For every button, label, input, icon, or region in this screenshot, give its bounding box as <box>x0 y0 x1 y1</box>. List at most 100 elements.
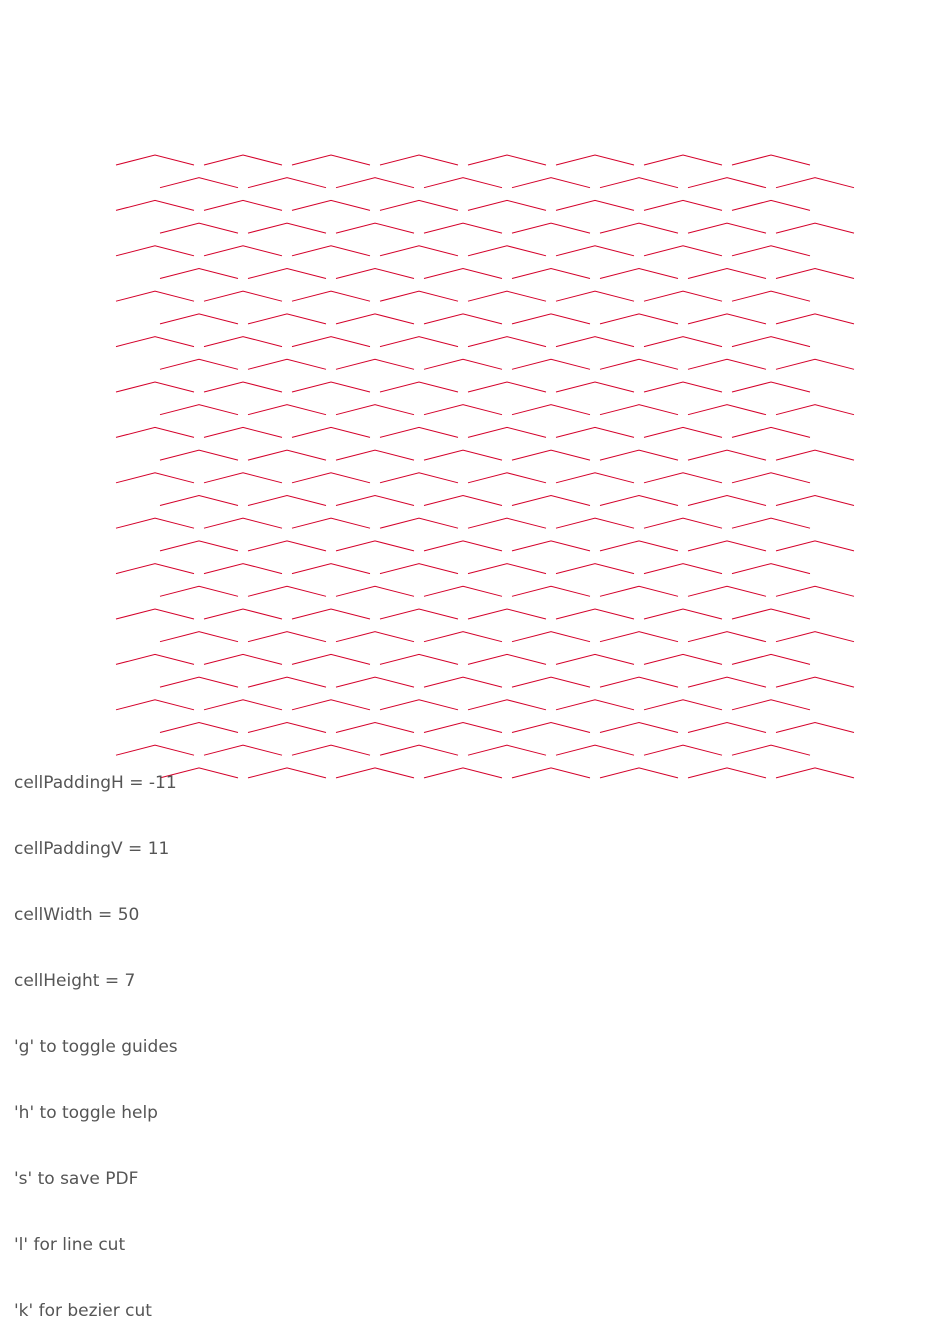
chevron-cut <box>247 631 327 643</box>
chevron-cut <box>599 313 679 325</box>
chevron-cut <box>247 267 327 279</box>
chevron-cut <box>291 517 371 529</box>
chevron-cut <box>379 744 459 756</box>
help-line-padding-v: cellPaddingV = 11 <box>14 839 170 859</box>
chevron-cut <box>379 517 459 529</box>
chevron-cut <box>467 426 547 438</box>
chevron-cut <box>467 381 547 393</box>
chevron-cut <box>203 381 283 393</box>
chevron-cut <box>335 313 415 325</box>
chevron-cut <box>423 631 503 643</box>
chevron-cut <box>775 540 855 552</box>
chevron-cut <box>687 540 767 552</box>
chevron-cut <box>555 245 635 257</box>
cut-pattern-canvas <box>115 154 855 779</box>
chevron-cut <box>731 563 811 575</box>
chevron-cut <box>511 313 591 325</box>
chevron-cut <box>423 721 503 733</box>
chevron-cut <box>775 721 855 733</box>
chevron-cut <box>687 585 767 597</box>
chevron-cut <box>115 154 195 166</box>
chevron-cut <box>643 381 723 393</box>
chevron-cut <box>511 449 591 461</box>
chevron-cut <box>599 222 679 234</box>
chevron-cut <box>247 721 327 733</box>
chevron-cut <box>555 653 635 665</box>
chevron-cut <box>291 199 371 211</box>
chevron-cut <box>115 517 195 529</box>
chevron-cut <box>775 313 855 325</box>
chevron-cut <box>687 404 767 416</box>
chevron-cut <box>159 449 239 461</box>
chevron-cut <box>643 426 723 438</box>
chevron-cut <box>203 653 283 665</box>
chevron-cut <box>775 494 855 506</box>
chevron-cut <box>335 177 415 189</box>
chevron-cut <box>467 563 547 575</box>
chevron-cut <box>687 449 767 461</box>
help-line-line-cut: 'l' for line cut <box>14 1235 126 1255</box>
chevron-cut <box>643 699 723 711</box>
chevron-cut <box>467 608 547 620</box>
chevron-cut <box>159 358 239 370</box>
chevron-cut <box>555 154 635 166</box>
chevron-cut <box>687 222 767 234</box>
chevron-cut <box>379 563 459 575</box>
chevron-cut <box>115 653 195 665</box>
chevron-cut <box>203 290 283 302</box>
chevron-cut <box>555 426 635 438</box>
chevron-cut <box>555 608 635 620</box>
chevron-cut <box>335 267 415 279</box>
chevron-cut <box>511 358 591 370</box>
chevron-cut <box>555 336 635 348</box>
chevron-cut <box>643 154 723 166</box>
chevron-cut <box>379 608 459 620</box>
chevron-cut <box>203 199 283 211</box>
chevron-cut <box>775 358 855 370</box>
chevron-cut <box>731 426 811 438</box>
chevron-cut <box>555 744 635 756</box>
chevron-cut <box>247 540 327 552</box>
chevron-cut <box>423 676 503 688</box>
chevron-cut <box>423 767 503 779</box>
chevron-cut <box>643 608 723 620</box>
chevron-cut <box>511 631 591 643</box>
chevron-cut <box>775 222 855 234</box>
chevron-cut <box>643 245 723 257</box>
chevron-cut <box>247 222 327 234</box>
chevron-cut <box>775 585 855 597</box>
chevron-cut <box>467 199 547 211</box>
chevron-cut <box>775 267 855 279</box>
chevron-cut <box>511 222 591 234</box>
chevron-cut <box>555 290 635 302</box>
chevron-cut <box>555 517 635 529</box>
chevron-cut <box>687 721 767 733</box>
chevron-cut <box>599 721 679 733</box>
chevron-cut <box>687 767 767 779</box>
chevron-cut <box>511 540 591 552</box>
chevron-cut <box>731 517 811 529</box>
chevron-cut <box>379 426 459 438</box>
chevron-cut <box>291 699 371 711</box>
chevron-cut <box>159 721 239 733</box>
chevron-cut <box>291 744 371 756</box>
chevron-cut <box>291 336 371 348</box>
chevron-cut <box>775 449 855 461</box>
chevron-cut <box>687 631 767 643</box>
chevron-cut <box>335 676 415 688</box>
chevron-cut <box>423 585 503 597</box>
chevron-cut <box>291 608 371 620</box>
chevron-cut <box>467 699 547 711</box>
chevron-cut <box>159 177 239 189</box>
chevron-cut <box>379 199 459 211</box>
chevron-cut <box>115 608 195 620</box>
chevron-cut <box>159 494 239 506</box>
help-line-toggle-guides: 'g' to toggle guides <box>14 1037 178 1057</box>
chevron-cut <box>511 676 591 688</box>
chevron-cut <box>511 494 591 506</box>
chevron-cut <box>291 426 371 438</box>
chevron-cut <box>335 494 415 506</box>
chevron-cut <box>247 767 327 779</box>
chevron-cut <box>731 744 811 756</box>
chevron-cut <box>467 517 547 529</box>
